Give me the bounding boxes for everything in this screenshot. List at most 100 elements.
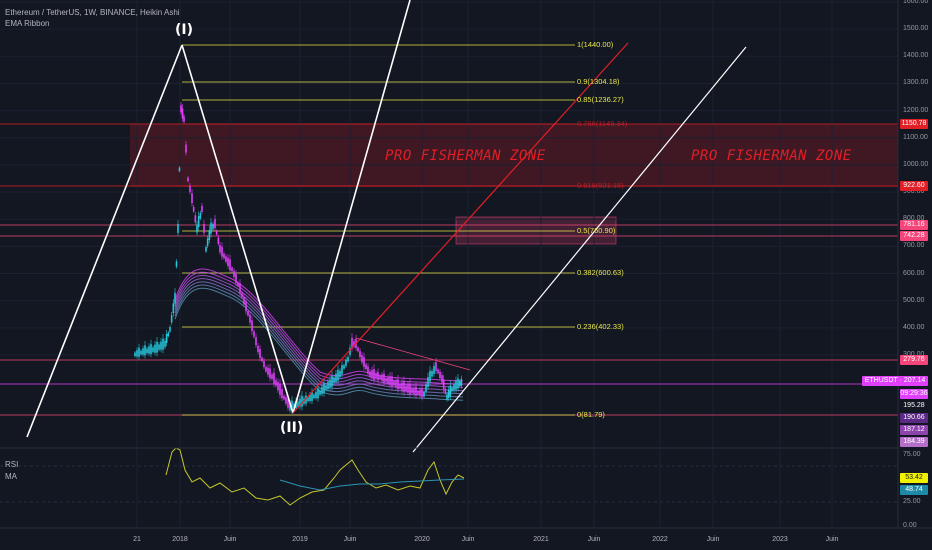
candle-body <box>431 371 433 377</box>
price-tick-label[interactable]: 1000.00 <box>903 160 929 168</box>
price-tag: 184.39 <box>900 437 928 447</box>
symbol-title[interactable]: Ethereum / TetherUS, 1W, BINANCE, Heikin… <box>5 8 180 17</box>
time-tick-label[interactable]: 21 <box>133 536 141 543</box>
candle-body <box>245 301 247 312</box>
time-tick-label[interactable]: 2020 <box>414 536 430 543</box>
candle-body <box>206 238 209 246</box>
rsi-tag: 48.74 <box>900 485 928 495</box>
time-tick-label[interactable]: Juin <box>343 536 357 543</box>
candle-body <box>267 367 269 375</box>
candle-body <box>399 384 401 389</box>
candle-body <box>215 230 218 235</box>
candle-body <box>180 105 182 113</box>
ema-ribbon-line <box>174 284 464 398</box>
candle-body <box>369 371 371 377</box>
candle-body <box>249 314 251 323</box>
candle-body <box>261 357 263 362</box>
candle-body <box>291 400 293 411</box>
indicator-rsi[interactable]: RSI <box>5 460 19 469</box>
candle-body <box>387 377 389 384</box>
candle-body <box>307 397 309 402</box>
candle-body <box>212 223 214 230</box>
candle-body <box>225 256 227 262</box>
fib-level-label: 0(81.79) <box>577 410 605 419</box>
candle-body <box>293 403 295 408</box>
candle-body <box>165 334 168 343</box>
price-tick-label[interactable]: 900.00 <box>903 188 925 196</box>
candle-body <box>158 344 160 350</box>
candle-body <box>253 331 255 337</box>
indicator-ema-ribbon[interactable]: EMA Ribbon <box>5 19 50 28</box>
price-tick-label[interactable]: 1100.00 <box>903 133 928 141</box>
candle-body <box>311 392 313 401</box>
time-tick-label[interactable]: Juin <box>825 536 839 543</box>
price-tick-label[interactable]: 600.00 <box>903 269 925 277</box>
ema-ribbon-line <box>174 275 464 388</box>
rsi-tick-label[interactable]: 0.00 <box>903 522 917 529</box>
time-tick-label[interactable]: Juin <box>461 536 475 543</box>
candle-body <box>437 369 439 374</box>
candle-body <box>377 372 379 381</box>
price-tick-label[interactable]: 500.00 <box>903 296 925 304</box>
candle-body <box>449 385 452 397</box>
candle-body <box>371 370 373 379</box>
candle-body <box>423 392 425 397</box>
price-tick-label[interactable]: 1400.00 <box>903 52 929 60</box>
candle-body <box>375 373 377 379</box>
time-tick-label[interactable]: 2019 <box>292 536 308 543</box>
candle-body <box>333 377 335 383</box>
rsi-tick-label[interactable]: 75.00 <box>903 451 921 458</box>
price-tick-label[interactable]: 300.00 <box>903 351 924 358</box>
candle-body <box>397 379 399 390</box>
candle-body <box>331 375 333 387</box>
resistance-box <box>455 216 617 245</box>
candle-body <box>351 337 353 349</box>
price-tick-label[interactable]: 700.00 <box>903 242 925 250</box>
candle-body <box>251 320 253 332</box>
time-tick-label[interactable]: Juin <box>706 536 720 543</box>
candle-body <box>323 383 325 394</box>
candle-body <box>442 379 445 390</box>
rsi-panel <box>0 447 898 506</box>
candle-body <box>393 381 395 386</box>
candle-body <box>401 382 403 391</box>
time-tick-label[interactable]: 2021 <box>533 536 549 543</box>
indicator-ma[interactable]: MA <box>5 472 17 481</box>
time-tick-label[interactable]: 2023 <box>772 536 788 543</box>
candle-body <box>275 380 277 386</box>
time-tick-label[interactable]: 2022 <box>652 536 668 543</box>
price-tick-label[interactable]: 1200.00 <box>903 106 929 114</box>
price-tag: ETHUSDT · 207.14 <box>862 376 928 386</box>
candle-body <box>281 389 283 398</box>
candle-body <box>169 327 171 332</box>
candle-body <box>403 381 405 393</box>
candle-body <box>189 185 191 193</box>
candle-body <box>227 257 229 267</box>
candle-body <box>255 337 257 346</box>
candle-body <box>134 352 136 357</box>
price-tick-label[interactable]: 1300.00 <box>903 79 929 87</box>
candle-body <box>271 374 273 379</box>
candle-body <box>140 350 142 355</box>
time-tick-label[interactable]: Juin <box>587 536 601 543</box>
candle-body <box>357 347 359 352</box>
price-tick-label[interactable]: 1600.00 <box>903 0 929 5</box>
price-tick-label[interactable]: 1500.00 <box>903 25 929 33</box>
candle-body <box>373 369 375 380</box>
price-tick-label[interactable]: 800.00 <box>903 215 925 223</box>
candle-body <box>361 355 363 363</box>
price-tick-label[interactable]: 400.00 <box>903 323 925 331</box>
candle-body <box>413 387 415 395</box>
candle-body <box>217 237 220 244</box>
ema-ribbon-line <box>174 271 464 385</box>
rsi-tick-label[interactable]: 25.00 <box>903 498 921 505</box>
candle-body <box>201 205 203 213</box>
price-tag: 09:29:36 <box>900 389 928 399</box>
fib-level-label: 0.9(1304.18) <box>577 77 620 86</box>
time-tick-label[interactable]: Juin <box>223 536 237 543</box>
candle-body <box>154 344 156 353</box>
candle-body <box>170 315 173 323</box>
time-tick-label[interactable]: 2018 <box>172 536 188 543</box>
